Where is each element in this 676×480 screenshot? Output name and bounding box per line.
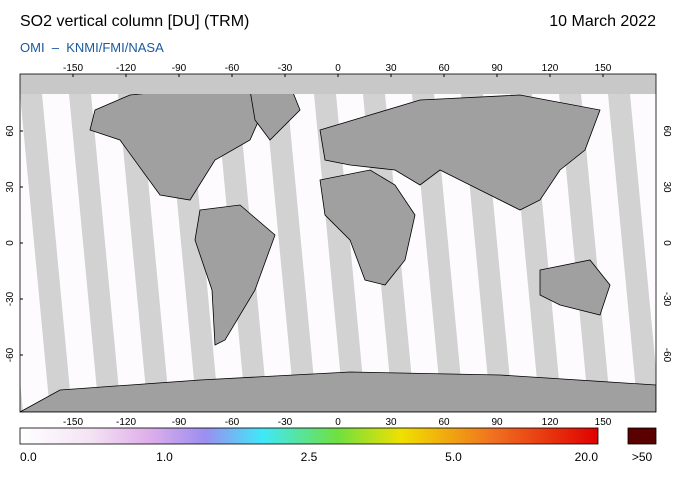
swath-gap xyxy=(69,94,121,412)
lon-label-top: 30 xyxy=(385,63,397,74)
polar-cap xyxy=(20,74,656,94)
colorbar-label: 5.0 xyxy=(445,450,462,464)
swath-gap xyxy=(608,94,656,412)
lat-label-right: 30 xyxy=(661,181,672,193)
lon-label-top: 0 xyxy=(335,63,341,74)
lon-label-bottom: -30 xyxy=(278,417,293,428)
map-area xyxy=(20,74,676,412)
lon-label-bottom: 30 xyxy=(385,417,397,428)
lon-label-bottom: 120 xyxy=(542,417,559,428)
lon-label-bottom: -120 xyxy=(116,417,136,428)
swath-gap xyxy=(20,380,23,412)
lon-label-top: 150 xyxy=(595,63,612,74)
lat-label-left: -60 xyxy=(5,347,16,362)
lon-label-bottom: 150 xyxy=(595,417,612,428)
date: 10 March 2022 xyxy=(549,13,656,30)
continents xyxy=(20,84,656,412)
swath-gap xyxy=(657,94,676,412)
lon-label-top: -90 xyxy=(172,63,187,74)
lon-label-top: 120 xyxy=(542,63,559,74)
title: SO2 vertical column [DU] (TRM) xyxy=(20,13,250,30)
lon-label-top: -60 xyxy=(225,63,240,74)
lat-label-right: 60 xyxy=(661,125,672,137)
lon-label-bottom: -150 xyxy=(63,417,83,428)
lat-label-right: -30 xyxy=(661,292,672,307)
colorbar-overflow-label: >50 xyxy=(632,450,653,464)
colorbar-label: 1.0 xyxy=(156,450,173,464)
colorbar-overflow xyxy=(627,427,657,445)
lon-label-bottom: 60 xyxy=(438,417,450,428)
colorbar-label: 20.0 xyxy=(575,450,599,464)
lat-label-left: -30 xyxy=(5,291,16,306)
swath-gap xyxy=(118,94,170,412)
lat-label-right: -60 xyxy=(661,348,672,363)
lat-label-right: 0 xyxy=(661,240,672,246)
swath-gap xyxy=(314,94,366,412)
lon-label-top: -150 xyxy=(63,63,83,74)
swath-gap xyxy=(559,94,611,412)
lon-label-bottom: -60 xyxy=(225,417,240,428)
lon-label-top: 60 xyxy=(438,63,450,74)
colorbar-label: 0.0 xyxy=(20,450,37,464)
lon-label-top: 90 xyxy=(491,63,503,74)
lon-label-top: -120 xyxy=(116,63,136,74)
lon-label-top: -30 xyxy=(278,63,293,74)
colorbar xyxy=(19,427,599,445)
lat-label-left: 60 xyxy=(5,125,16,137)
lon-label-bottom: 90 xyxy=(491,417,503,428)
source: OMI – KNMI/FMI/NASA xyxy=(20,40,164,55)
lat-label-left: 30 xyxy=(5,181,16,193)
swath-gap xyxy=(265,94,317,412)
swath-gap xyxy=(20,94,72,412)
lon-label-bottom: 0 xyxy=(335,417,341,428)
lon-label-bottom: -90 xyxy=(172,417,187,428)
colorbar-label: 2.5 xyxy=(301,450,318,464)
lat-label-left: 0 xyxy=(5,240,16,246)
